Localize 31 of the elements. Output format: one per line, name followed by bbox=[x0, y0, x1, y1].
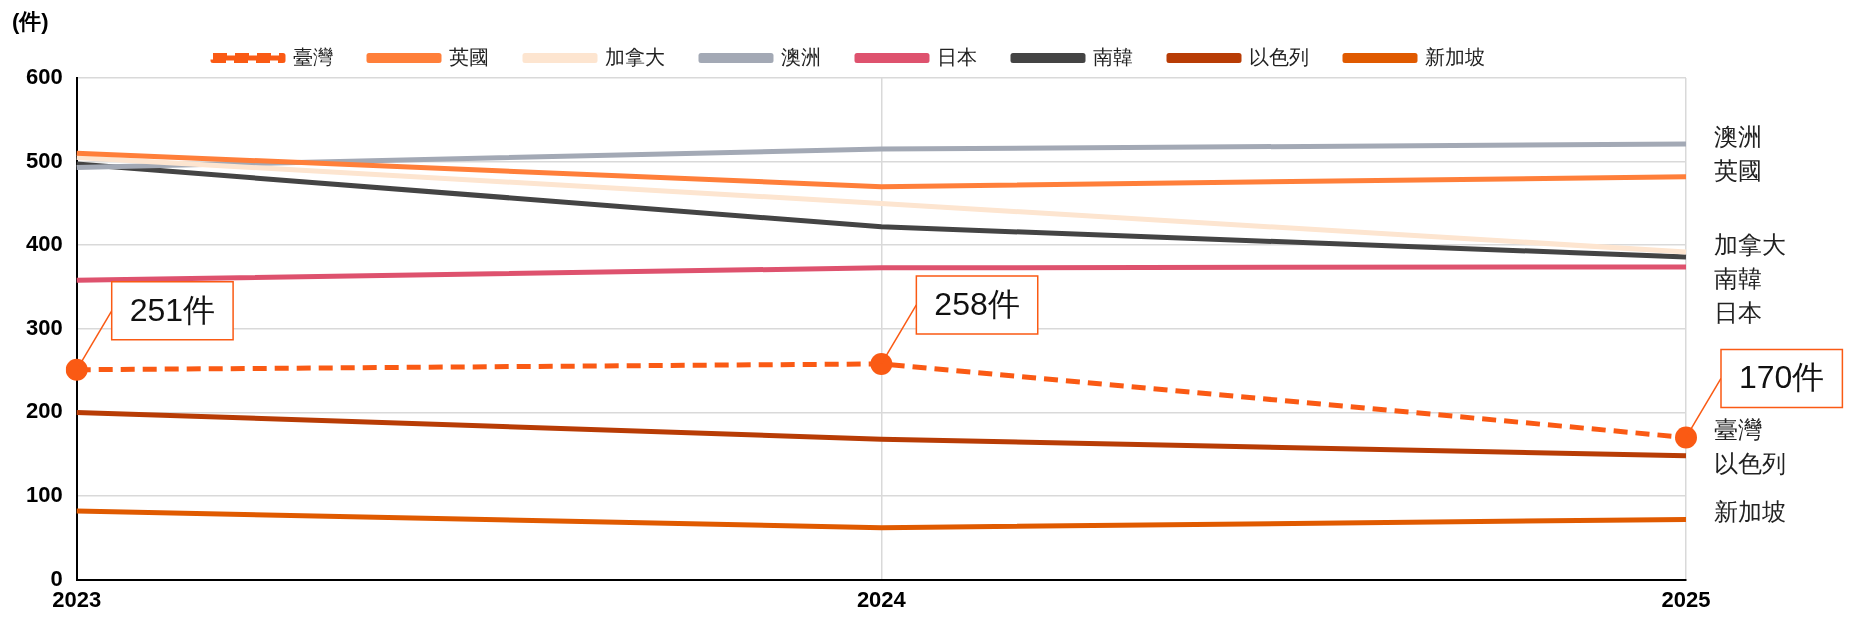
text: 臺灣 bbox=[1714, 416, 1762, 444]
text: 新加坡 bbox=[1714, 498, 1786, 526]
legend-label: 澳洲 bbox=[781, 45, 821, 68]
text: 英國 bbox=[1714, 156, 1762, 184]
point bbox=[65, 358, 88, 381]
text: 南韓 bbox=[1714, 264, 1762, 292]
text: 日本 bbox=[1714, 298, 1762, 326]
y-axis-title: (件) bbox=[12, 9, 49, 35]
point bbox=[870, 352, 893, 375]
y-tick-label: 500 bbox=[25, 147, 63, 173]
x-tick-label: 2025 bbox=[1661, 586, 1711, 612]
legend-label: 加拿大 bbox=[605, 45, 665, 68]
x-tick-label: 2024 bbox=[856, 586, 907, 612]
text: 加拿大 bbox=[1714, 230, 1786, 258]
text: 澳洲 bbox=[1714, 122, 1762, 150]
legend-label: 日本 bbox=[937, 45, 977, 68]
legend-label: 以色列 bbox=[1249, 45, 1309, 68]
data-label: 251件 bbox=[129, 291, 216, 328]
data-label: 258件 bbox=[934, 285, 1020, 322]
y-tick-label: 600 bbox=[25, 64, 63, 90]
legend-label: 新加坡 bbox=[1425, 45, 1485, 68]
point bbox=[1675, 426, 1697, 449]
y-tick-label: 400 bbox=[25, 231, 63, 257]
y-tick-label: 300 bbox=[25, 314, 63, 340]
data-label: 170件 bbox=[1739, 359, 1825, 396]
legend-label: 南韓 bbox=[1093, 45, 1133, 68]
y-tick-label: 200 bbox=[25, 398, 63, 424]
legend-label: 臺灣 bbox=[293, 45, 333, 68]
y-tick-label: 100 bbox=[25, 482, 63, 508]
text: 以色列 bbox=[1714, 450, 1786, 478]
legend-label: 英國 bbox=[449, 45, 489, 68]
